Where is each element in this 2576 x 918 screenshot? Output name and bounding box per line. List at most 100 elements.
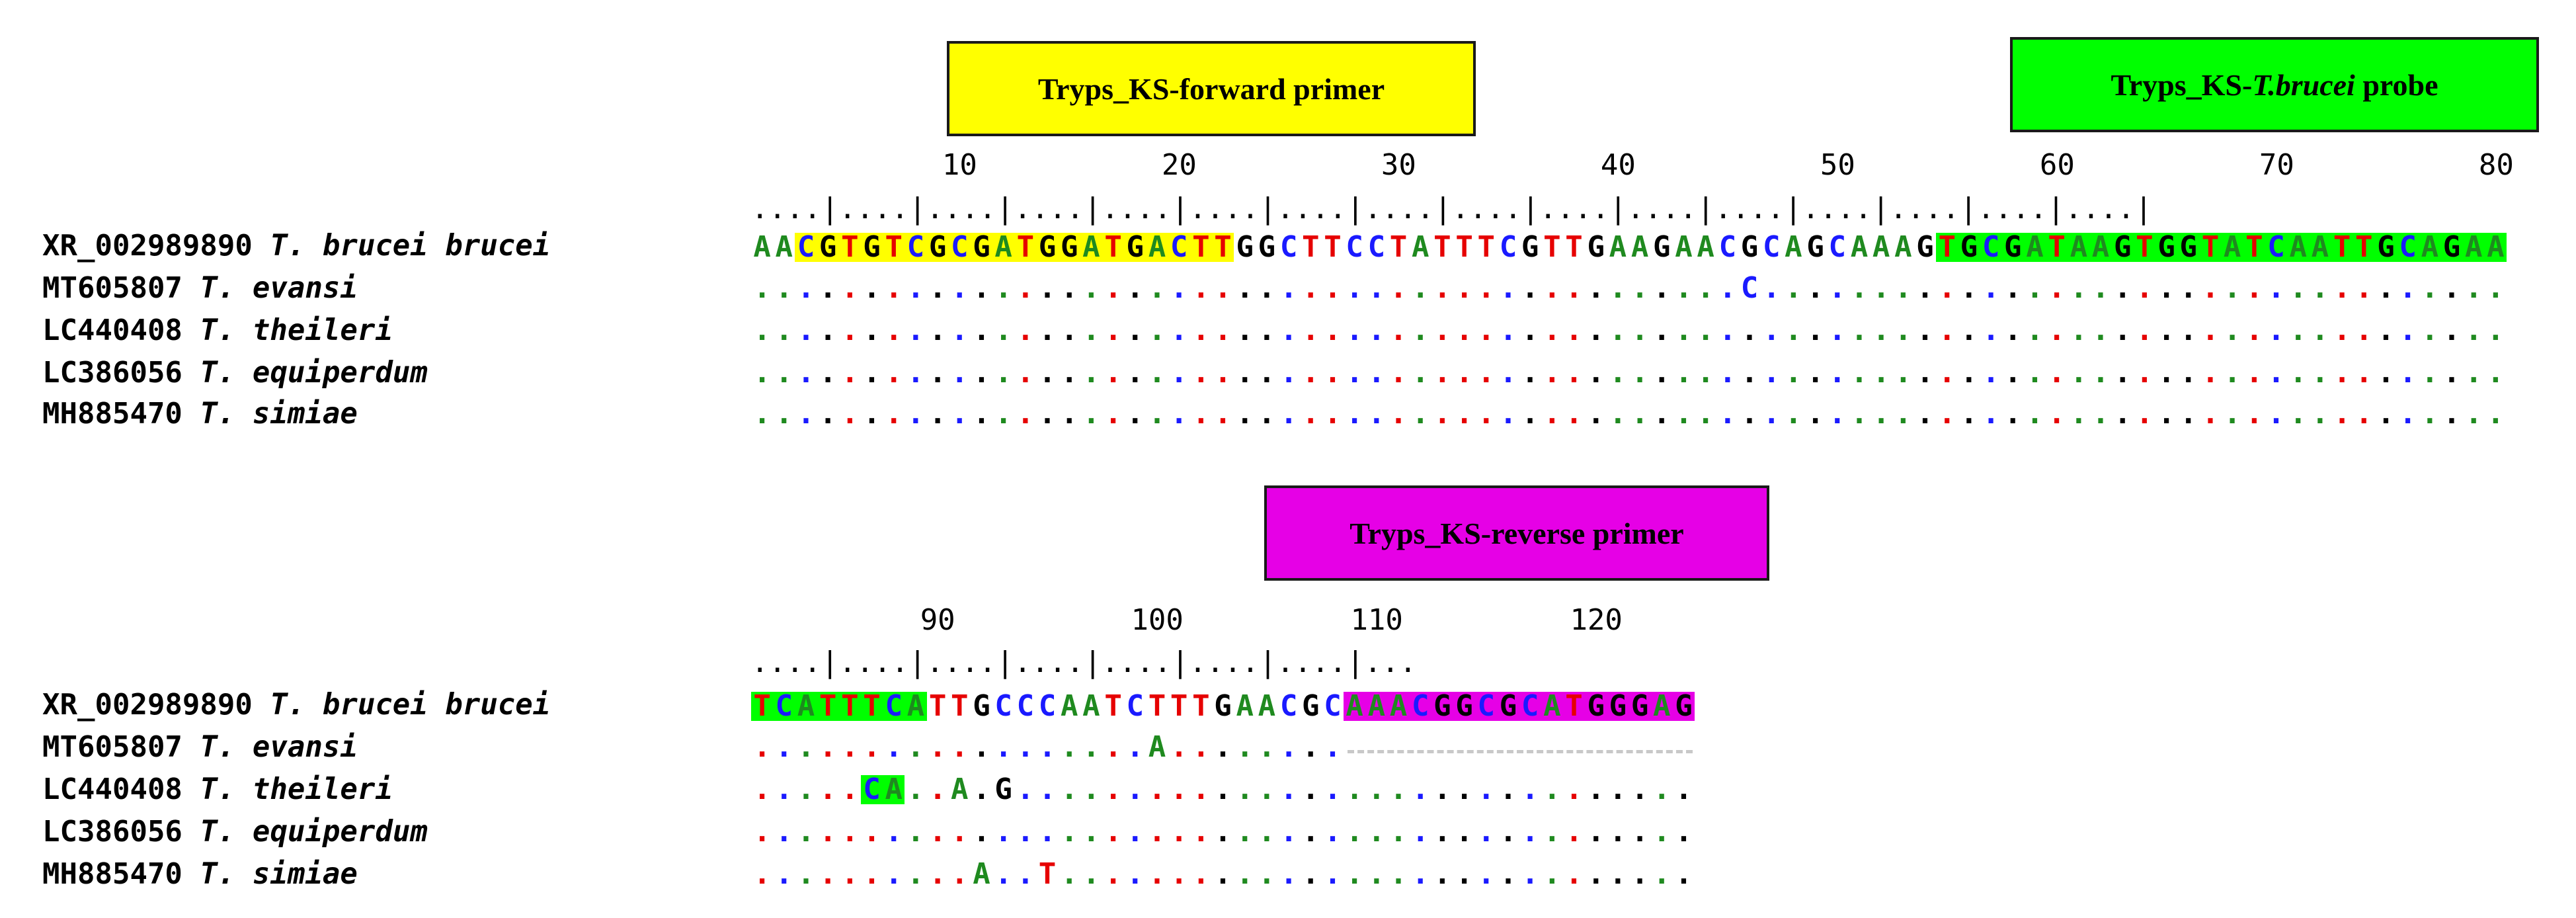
identity-dot: .: [1697, 271, 1714, 305]
base-G: G: [2374, 233, 2397, 262]
base-C: C: [2397, 233, 2419, 262]
identity-dot: .: [1192, 356, 1210, 390]
base-C: C: [883, 692, 905, 721]
identity-dot: .: [1258, 356, 1276, 390]
identity-dot: .: [1302, 730, 1320, 764]
identity-dot: .: [1828, 313, 1847, 347]
identity-dot: .: [2487, 271, 2505, 305]
base-T: T: [1565, 230, 1583, 264]
identity-dot: .: [1389, 356, 1408, 390]
identity-dot: .: [1697, 397, 1714, 431]
reverse-primer-label-text: Tryps_KS-reverse primer: [1349, 516, 1684, 550]
base-C: C: [1126, 689, 1145, 723]
identity-dot: .: [1587, 313, 1605, 347]
identity-dot: .: [1170, 356, 1188, 390]
identity-dot: .: [1258, 397, 1276, 431]
identity-dot: .: [1455, 772, 1473, 806]
base-G: G: [1653, 230, 1671, 264]
identity-dot: .: [797, 271, 815, 305]
base-C: C: [773, 692, 795, 721]
identity-dot: .: [1675, 397, 1693, 431]
identity-dot: .: [2355, 313, 2373, 347]
identity-dot: .: [1367, 356, 1386, 390]
base-G: G: [1521, 230, 1539, 264]
identity-dot: .: [1762, 356, 1781, 390]
identity-dot: .: [1411, 271, 1429, 305]
identity-dot: .: [753, 857, 771, 891]
identity-dot: .: [1543, 271, 1561, 305]
identity-dot: .: [841, 313, 859, 347]
identity-dot: .: [863, 313, 881, 347]
probe-label-suffix: probe: [2355, 67, 2438, 102]
base-T: T: [1302, 230, 1320, 264]
identity-dot: .: [2333, 313, 2351, 347]
identity-dot: .: [819, 313, 837, 347]
identity-dot: .: [928, 356, 947, 390]
identity-dot: .: [1324, 271, 1342, 305]
base-C: C: [1980, 233, 2002, 262]
identity-dot: .: [2267, 356, 2285, 390]
identity-dot: .: [1960, 397, 1978, 431]
identity-dot: .: [1302, 313, 1320, 347]
identity-dot: .: [2048, 271, 2066, 305]
identity-dot: .: [928, 271, 947, 305]
species-name: T. evansi: [200, 271, 358, 305]
identity-dot: .: [994, 397, 1012, 431]
identity-dot: .: [951, 730, 969, 764]
base-A: A: [2089, 233, 2112, 262]
identity-dot: .: [1828, 397, 1847, 431]
identity-dot: .: [2070, 397, 2088, 431]
species-name: T. brucei brucei: [270, 229, 551, 263]
identity-dot: .: [2464, 271, 2483, 305]
identity-dot: .: [1214, 356, 1232, 390]
identity-dot: .: [2289, 356, 2307, 390]
identity-dot: .: [2136, 397, 2153, 431]
identity-dot: .: [1630, 356, 1649, 390]
base-C: C: [1499, 230, 1517, 264]
base-G: G: [2155, 233, 2178, 262]
identity-dot: .: [973, 730, 990, 764]
identity-dot: .: [994, 857, 1012, 891]
identity-dot: .: [2070, 356, 2088, 390]
identity-dot: .: [1697, 356, 1714, 390]
identity-dot: .: [819, 815, 837, 849]
identity-dot: .: [1785, 271, 1802, 305]
identity-dot: .: [1762, 313, 1781, 347]
base-C: C: [1016, 689, 1035, 723]
identity-dot: .: [1016, 857, 1035, 891]
identity-dot: .: [2048, 356, 2066, 390]
identity-dot: .: [1762, 271, 1781, 305]
identity-dot: .: [1455, 313, 1473, 347]
identity-dot: .: [1543, 356, 1561, 390]
identity-dot: .: [2223, 313, 2241, 347]
base-C: C: [905, 233, 927, 262]
identity-dot: .: [1082, 271, 1100, 305]
base-G: G: [1036, 233, 1059, 262]
identity-dot: .: [2070, 313, 2088, 347]
identity-dot: .: [1148, 857, 1166, 891]
base-A: A: [2287, 233, 2310, 262]
identity-dot: .: [1324, 857, 1342, 891]
identity-dot: .: [797, 730, 815, 764]
identity-dot: .: [841, 772, 859, 806]
identity-dot: .: [1455, 397, 1473, 431]
base-A: A: [2023, 233, 2046, 262]
identity-dot: .: [819, 397, 837, 431]
identity-dot: .: [1192, 397, 1210, 431]
identity-dot: .: [1521, 815, 1539, 849]
identity-dot: .: [753, 730, 771, 764]
identity-dot: .: [885, 815, 903, 849]
base-G: G: [860, 233, 883, 262]
identity-dot: .: [1236, 857, 1254, 891]
identity-dot: .: [2442, 271, 2461, 305]
base-A: A: [2309, 233, 2331, 262]
identity-dot: .: [2333, 271, 2351, 305]
identity-dot: .: [1894, 271, 1912, 305]
base-T: T: [1102, 233, 1125, 262]
identity-dot: .: [885, 356, 903, 390]
identity-dot: .: [2113, 397, 2132, 431]
identity-dot: .: [775, 772, 793, 806]
identity-dot: .: [1521, 313, 1539, 347]
identity-dot: .: [1192, 857, 1210, 891]
